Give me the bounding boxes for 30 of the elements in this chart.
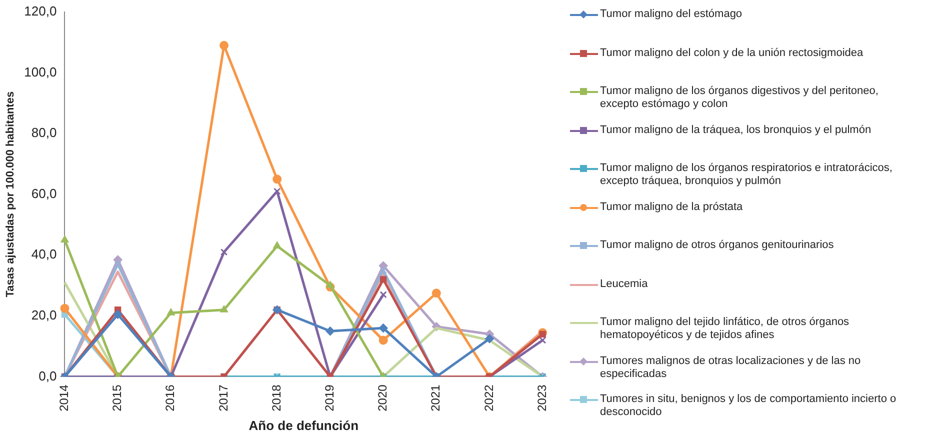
x-tick-label: 2020 [376,384,390,412]
x-tick-label: 2019 [322,384,337,412]
x-tick-label: 2021 [428,384,443,412]
x-tick-label: 2023 [534,384,549,412]
x-tick-label: 2022 [482,384,496,412]
x-tick-label: 2016 [163,384,178,412]
legend-label: Tumor maligno del estómago [600,8,742,21]
legend-label: Tumor maligno de la tráquea, los bronquios y el pulmón [600,124,872,136]
legend-label: Tumor maligno del colon y de la unión rectosigmoidea [600,46,864,60]
y-tick-label: 20,0 [31,308,57,322]
y-axis-title: Tasas ajustadas por 100.000 habitantes [4,91,17,298]
x-tick-label: 2014 [57,384,72,412]
legend-label: Leucemia [600,278,648,290]
y-tick-label: 120,0 [24,4,57,19]
y-tick-label: 0,0 [38,368,57,384]
x-tick-label: 2017 [216,384,230,412]
legend-label: Tumor maligno de otros órganos genitourinarios [600,239,834,252]
y-tick-label: 60,0 [31,186,57,201]
x-tick-label: 2018 [269,384,284,412]
legend-label: Tumores malignos de otras localizaciones y de las no especificadas [600,354,862,380]
y-tick-label: 80,0 [31,125,57,140]
legend-label: Tumor maligno de los órganos respiratorios e intratorácicos, excepto tráquea, bronquios y pulmón [600,162,894,188]
y-tick-label: 100,0 [24,64,57,80]
legend-label: Tumores in situ, benignos y los de comportamiento incierto o desconocido [600,393,898,419]
legend-label: Tumor maligno del tejido linfático, de otros órganos hematopoyéticos y de tejidos afines [600,316,850,342]
legend-label: Tumor maligno de los órganos digestivos y del peritoneo, excepto estómago y colon [600,85,880,111]
y-tick-label: 40,0 [31,246,57,262]
legend-label: Tumor maligno de la próstata [600,200,743,214]
x-axis-title: Año de defunción [248,418,359,433]
x-tick-label: 2015 [110,384,124,412]
